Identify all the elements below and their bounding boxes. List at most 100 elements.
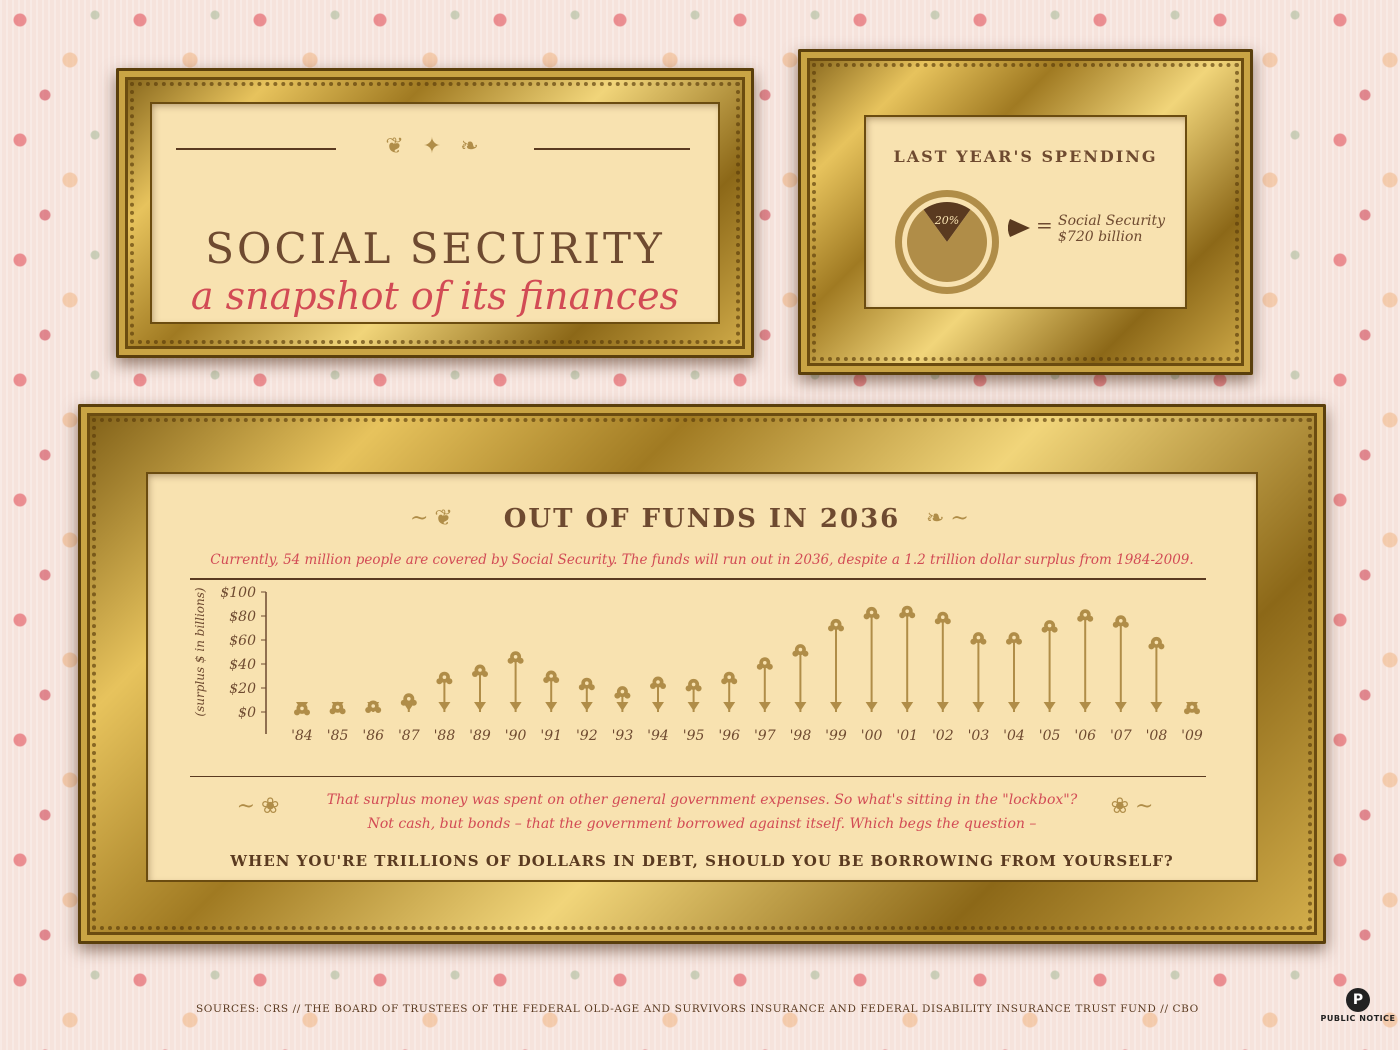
y-tick-label: $60 xyxy=(229,633,256,649)
bar-flower-center xyxy=(1047,623,1052,628)
y-tick-label: $40 xyxy=(229,657,256,673)
bar-flower-center xyxy=(442,675,447,679)
bar-flower-petal xyxy=(446,678,453,685)
spending-frame: LAST YEAR'S SPENDING 20% = Social Securi… xyxy=(798,49,1253,375)
bar-07 xyxy=(1112,615,1129,712)
publisher-name: PUBLIC NOTICE xyxy=(1320,1014,1396,1023)
bar-base-arrow xyxy=(509,702,522,711)
x-tick-label: '08 xyxy=(1146,728,1168,744)
bar-base-arrow xyxy=(1150,702,1163,711)
publisher-badge: P PUBLIC NOTICE xyxy=(1318,988,1398,1023)
bar-94 xyxy=(650,676,666,712)
pie-slice-label: 20% xyxy=(934,214,959,227)
y-tick-label: $80 xyxy=(229,609,256,625)
bar-base-arrow xyxy=(972,702,985,711)
page-title: SOCIAL SECURITY xyxy=(205,224,665,273)
bar-base-arrow xyxy=(794,702,807,711)
x-tick-label: '93 xyxy=(612,728,634,744)
y-tick-label: $100 xyxy=(220,585,256,601)
bar-flower-petal xyxy=(1006,638,1012,645)
bar-base-arrow xyxy=(1043,702,1056,711)
chart-mat: ~❦ OUT OF FUNDS IN 2036 ❧~ Currently, 54… xyxy=(146,472,1258,882)
bar-flower-center xyxy=(656,680,660,684)
bar-flower-petal xyxy=(365,707,372,713)
note-line-2: Not cash, but bonds – that the governmen… xyxy=(367,816,1037,832)
chart-bottom-rule xyxy=(190,776,1206,777)
bar-base-arrow xyxy=(474,702,486,711)
bar-flower-center xyxy=(691,682,696,687)
bar-flower-petal xyxy=(828,625,834,632)
x-tick-label: '09 xyxy=(1181,728,1203,744)
bar-08 xyxy=(1148,636,1165,712)
bar-flower-center xyxy=(834,622,838,627)
bar-flower-center xyxy=(763,661,767,665)
title-mat: ❦ ✦ ❧ SOCIAL SECURITY a snapshot of its … xyxy=(150,102,720,324)
pie-slice-legend-icon xyxy=(1008,219,1030,237)
bar-85 xyxy=(329,701,346,715)
bar-flower-center xyxy=(620,689,625,694)
bar-base-arrow xyxy=(616,702,629,711)
title-rule-left xyxy=(176,148,336,150)
spending-heading: LAST YEAR'S SPENDING xyxy=(893,147,1158,166)
chart-description: Currently, 54 million people are covered… xyxy=(210,552,1194,568)
bar-flower-petal xyxy=(329,708,336,715)
bar-flower-center xyxy=(1154,640,1159,645)
bar-flower-center xyxy=(905,609,909,613)
x-tick-label: '06 xyxy=(1074,728,1096,744)
bar-flower-center xyxy=(1012,635,1016,640)
bar-93 xyxy=(614,686,631,712)
bar-flower-petal xyxy=(1112,621,1119,628)
bar-flower-center xyxy=(478,668,482,672)
bar-flower-center xyxy=(407,697,411,701)
page-subtitle: a snapshot of its finances xyxy=(190,274,680,318)
bar-base-arrow xyxy=(1079,702,1092,711)
bar-02 xyxy=(934,611,951,712)
bar-flower-petal xyxy=(944,618,951,625)
bar-flower-petal xyxy=(410,699,417,706)
bar-base-arrow xyxy=(438,702,451,711)
y-tick-label: $0 xyxy=(238,705,256,721)
bar-flower-petal xyxy=(1051,626,1058,633)
spending-pie-chart: 20% xyxy=(895,190,999,294)
bar-flower-petal xyxy=(1087,615,1094,622)
bar-flower-petal xyxy=(1194,708,1200,715)
bar-flower-center xyxy=(513,655,518,659)
bar-91 xyxy=(543,670,560,712)
bar-96 xyxy=(721,671,738,712)
chart-title: OUT OF FUNDS IN 2036 xyxy=(503,504,901,534)
bar-base-arrow xyxy=(901,702,914,711)
bar-flower-petal xyxy=(685,685,692,692)
x-tick-label: '85 xyxy=(327,728,349,744)
bar-flower-petal xyxy=(838,625,844,632)
bar-flower-center xyxy=(371,704,375,708)
closing-question: WHEN YOU'RE TRILLIONS OF DOLLARS IN DEBT… xyxy=(230,852,1174,870)
legend-equals: = xyxy=(1036,213,1053,237)
pie-slice-other xyxy=(907,209,987,282)
note-line-1: That surplus money was spent on other ge… xyxy=(326,792,1078,808)
chart-title-ornament-right: ❧~ xyxy=(926,506,975,531)
x-tick-label: '84 xyxy=(291,728,313,744)
x-tick-label: '94 xyxy=(647,728,669,744)
bar-06 xyxy=(1077,609,1094,712)
bar-base-arrow xyxy=(936,702,949,711)
bar-flower-petal xyxy=(614,692,621,699)
bar-flower-petal xyxy=(909,612,916,619)
bar-flower-petal xyxy=(482,671,488,677)
bar-flower-petal xyxy=(660,683,666,689)
bar-flower-petal xyxy=(1122,621,1129,628)
bar-flower-center xyxy=(976,635,981,640)
bar-flower-petal xyxy=(517,657,524,664)
bar-base-arrow xyxy=(865,702,878,711)
x-tick-label: '86 xyxy=(362,728,384,744)
bar-base-arrow xyxy=(580,702,593,711)
bar-flower-petal xyxy=(980,638,987,645)
bar-92 xyxy=(578,677,595,712)
y-tick-label: $20 xyxy=(229,681,256,697)
bar-flower-petal xyxy=(650,683,656,689)
bar-flower-petal xyxy=(1158,643,1165,650)
bar-flower-center xyxy=(1119,619,1123,623)
bar-flower-center xyxy=(798,647,803,652)
bar-flower-center xyxy=(869,610,874,615)
bar-flower-petal xyxy=(624,692,631,699)
bar-flower-petal xyxy=(1016,638,1022,645)
